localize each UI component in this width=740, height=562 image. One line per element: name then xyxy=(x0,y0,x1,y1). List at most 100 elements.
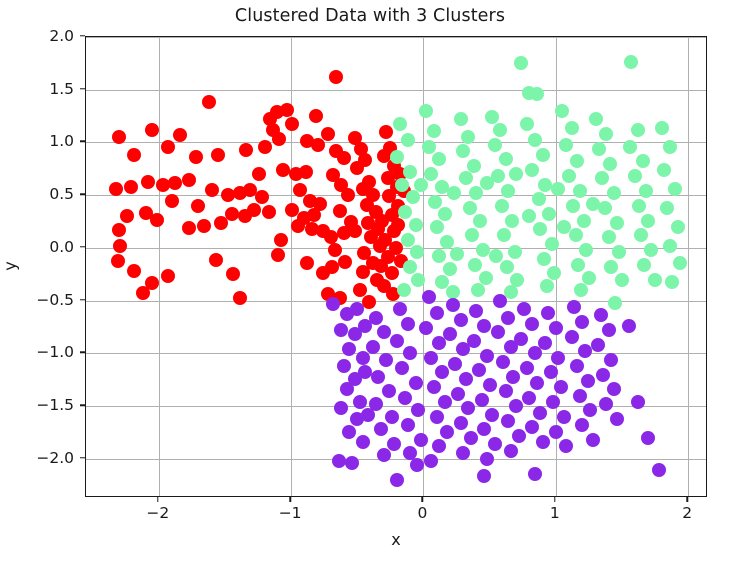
scatter-point xyxy=(657,162,672,177)
scatter-point xyxy=(188,150,203,165)
scatter-point xyxy=(161,269,176,284)
scatter-point xyxy=(544,236,559,251)
scatter-point xyxy=(421,139,436,154)
scatter-point xyxy=(624,55,639,70)
scatter-point xyxy=(573,283,588,298)
scatter-point xyxy=(280,102,295,117)
gridline-vertical xyxy=(158,37,160,496)
scatter-point xyxy=(572,184,587,199)
scatter-point xyxy=(599,127,614,142)
y-tick-label: 1.5 xyxy=(49,79,74,98)
scatter-point xyxy=(126,148,141,163)
y-tick-mark xyxy=(80,457,85,459)
scatter-point xyxy=(419,321,434,336)
scatter-point xyxy=(572,388,587,403)
scatter-point xyxy=(601,230,616,245)
scatter-point xyxy=(371,369,386,384)
scatter-point xyxy=(527,133,542,148)
scatter-point xyxy=(540,306,555,321)
scatter-point xyxy=(633,228,648,243)
scatter-point xyxy=(535,148,550,163)
scatter-point xyxy=(575,314,590,329)
scatter-point xyxy=(300,255,314,270)
scatter-point xyxy=(596,367,611,382)
scatter-point xyxy=(345,456,359,471)
scatter-point xyxy=(272,132,287,147)
y-tick-label: −2.0 xyxy=(36,448,74,467)
gridline-horizontal xyxy=(86,353,706,355)
scatter-point xyxy=(593,308,608,323)
scatter-point xyxy=(641,213,656,228)
scatter-point xyxy=(522,390,537,405)
scatter-point xyxy=(667,181,682,196)
scatter-point xyxy=(376,447,391,462)
scatter-point xyxy=(510,272,525,287)
scatter-point xyxy=(109,181,124,196)
scatter-point xyxy=(434,179,449,194)
scatter-point xyxy=(476,243,491,258)
scatter-point xyxy=(347,131,362,146)
scatter-point xyxy=(468,257,483,272)
scatter-point xyxy=(355,181,370,196)
scatter-point xyxy=(506,369,521,384)
scatter-point xyxy=(559,439,574,454)
scatter-point xyxy=(612,245,627,260)
scatter-point xyxy=(517,302,532,317)
scatter-point xyxy=(665,274,680,289)
scatter-point xyxy=(333,204,348,219)
scatter-point xyxy=(509,399,524,414)
scatter-point xyxy=(411,272,426,287)
scatter-point xyxy=(472,363,487,378)
scatter-point xyxy=(470,283,485,298)
scatter-point xyxy=(276,162,291,177)
scatter-point xyxy=(384,266,399,281)
scatter-point xyxy=(493,293,508,308)
scatter-point xyxy=(392,116,407,131)
scatter-point xyxy=(366,340,381,355)
scatter-point xyxy=(539,278,554,293)
scatter-point xyxy=(273,232,288,247)
scatter-point xyxy=(182,173,197,188)
y-tick-label: 0.5 xyxy=(49,185,74,204)
scatter-point xyxy=(607,186,622,201)
scatter-point xyxy=(466,333,481,348)
scatter-point xyxy=(395,177,410,192)
scatter-point xyxy=(196,218,211,233)
scatter-point xyxy=(576,213,591,228)
gridline-horizontal xyxy=(86,458,706,460)
scatter-point xyxy=(390,473,404,488)
scatter-point xyxy=(239,142,254,157)
scatter-point xyxy=(569,154,584,169)
scatter-point xyxy=(585,432,600,447)
scatter-point xyxy=(375,213,390,228)
x-tick-mark xyxy=(686,497,688,502)
scatter-point xyxy=(427,380,442,395)
gridline-vertical xyxy=(291,37,293,496)
gridline-horizontal xyxy=(86,406,706,408)
scatter-point xyxy=(489,249,504,264)
scatter-point xyxy=(490,325,505,340)
y-tick-label: 1.0 xyxy=(49,132,74,151)
scatter-point xyxy=(501,184,516,199)
scatter-point xyxy=(622,139,637,154)
scatter-point xyxy=(384,409,399,424)
y-axis-label: y xyxy=(0,261,20,271)
scatter-point xyxy=(252,167,267,182)
scatter-point xyxy=(432,439,447,454)
scatter-point xyxy=(538,335,553,350)
scatter-point xyxy=(135,286,150,301)
scatter-point xyxy=(453,112,468,127)
scatter-point xyxy=(442,327,457,342)
x-tick-label: 1 xyxy=(549,504,560,522)
scatter-point xyxy=(479,451,494,466)
scatter-point xyxy=(290,218,305,233)
x-axis-label: x xyxy=(391,530,401,549)
scatter-point xyxy=(310,137,325,152)
scatter-point xyxy=(562,169,577,184)
scatter-point xyxy=(556,409,571,424)
scatter-point xyxy=(659,200,674,215)
scatter-point xyxy=(503,340,518,355)
scatter-points-layer xyxy=(86,37,706,496)
scatter-point xyxy=(522,209,537,224)
scatter-point xyxy=(493,122,508,137)
